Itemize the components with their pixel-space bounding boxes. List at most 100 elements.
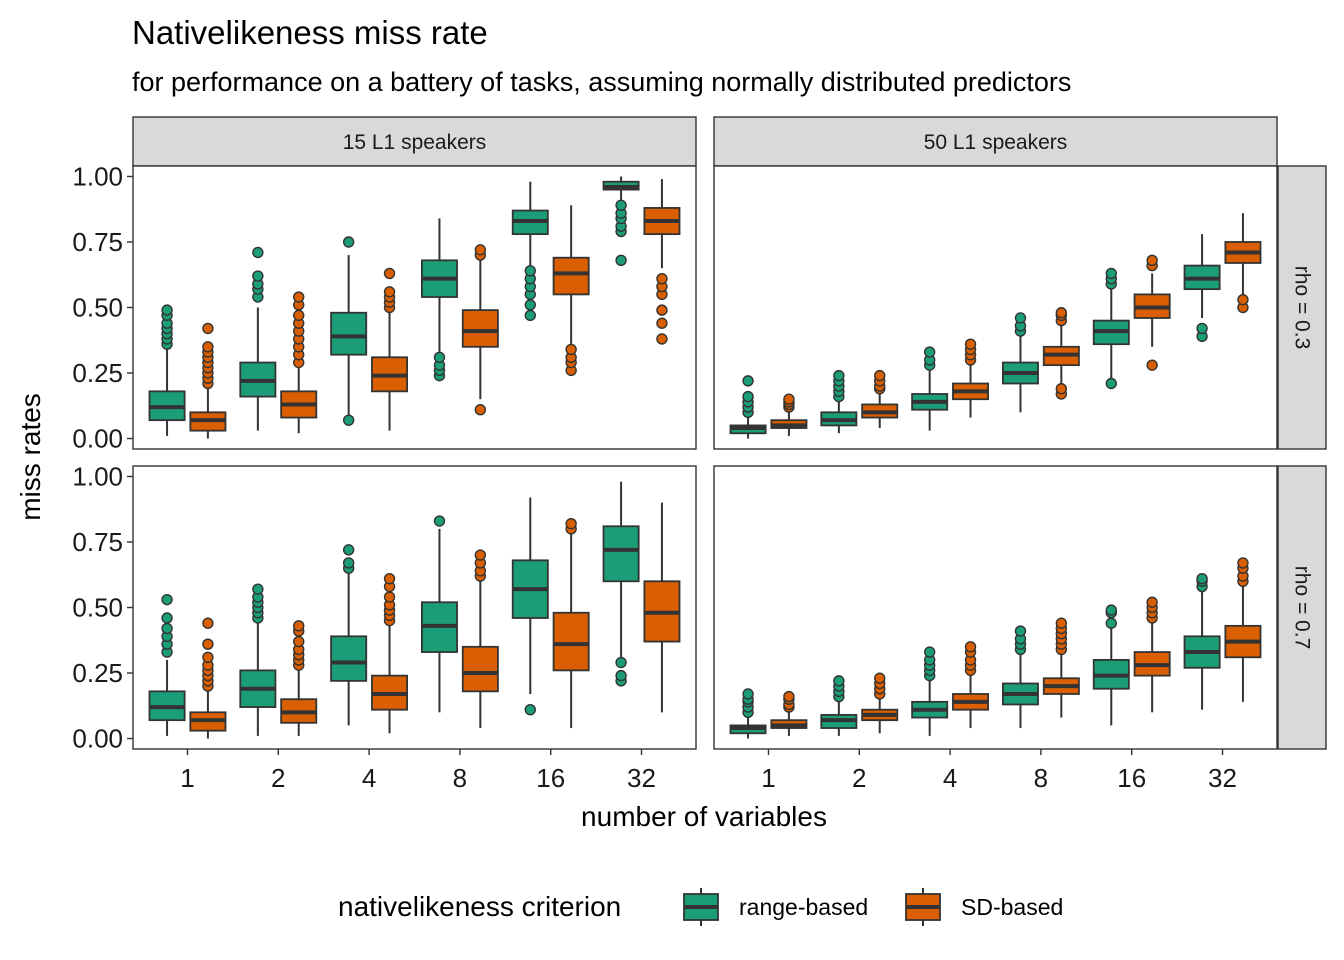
- box-range-based: [911, 646, 949, 736]
- box-range-based: [729, 375, 767, 439]
- box-SD-based: [371, 267, 408, 431]
- chart-subtitle: for performance on a battery of tasks, a…: [132, 67, 1071, 97]
- box-SD-based: [1224, 557, 1262, 702]
- panel-border: [713, 165, 1278, 450]
- facet-panel: 0.00 0.25 0.50 0.75 1.00: [72, 161, 697, 454]
- facet-panel: [713, 165, 1278, 450]
- outlier-point: [656, 317, 668, 329]
- outlier-point: [383, 572, 396, 585]
- outlier-point: [293, 291, 305, 303]
- outlier-point: [161, 612, 173, 624]
- outlier-point: [1196, 322, 1208, 335]
- outlier-point: [964, 641, 977, 653]
- outlier-point: [342, 557, 355, 569]
- outlier-point: [1237, 293, 1249, 306]
- box-range-based: [820, 369, 858, 434]
- row-strip: [1277, 465, 1327, 750]
- panel-border: [132, 465, 697, 750]
- outlier-point: [923, 346, 936, 358]
- outlier-point: [1146, 596, 1158, 608]
- box-range-based: [330, 236, 368, 426]
- outlier-point: [1105, 604, 1117, 616]
- box-SD-based: [1224, 213, 1262, 314]
- outlier-point: [433, 351, 446, 363]
- box-body: [330, 635, 368, 682]
- x-tick-label: 16: [1117, 763, 1146, 793]
- outlier-point: [252, 246, 264, 259]
- box-SD-based: [1133, 596, 1171, 713]
- panel-border: [132, 165, 697, 450]
- x-tick-label: 2: [852, 763, 866, 793]
- outlier-point: [1105, 617, 1117, 629]
- box-SD-based: [770, 690, 808, 736]
- box-range-based: [330, 544, 368, 726]
- box-SD-based: [1133, 254, 1171, 371]
- box-body: [461, 645, 499, 693]
- box-SD-based: [1042, 617, 1080, 718]
- outlier-point: [742, 390, 754, 403]
- facet-panel: 1 2 4 8 16 32: [713, 465, 1278, 793]
- legend-item: SD-based: [905, 888, 1063, 926]
- outlier-point: [565, 517, 577, 530]
- box-body: [552, 256, 590, 296]
- y-tick-label: 0.00: [72, 424, 123, 454]
- outlier-point: [1105, 377, 1117, 390]
- box-range-based: [148, 304, 186, 436]
- legend-item: range-based: [683, 888, 868, 926]
- panel-border: [713, 465, 1278, 750]
- box-range-based: [820, 675, 858, 736]
- y-tick-label: 0.25: [72, 658, 123, 688]
- outlier-point: [615, 656, 627, 669]
- outlier-point: [742, 375, 754, 387]
- box-body: [330, 311, 368, 356]
- y-tick-label: 0.50: [72, 293, 123, 323]
- legend: nativelikeness criterion range-based SD-b…: [338, 888, 1063, 926]
- outlier-point: [202, 341, 214, 353]
- column-strip: [713, 116, 1278, 167]
- box-range-based: [1183, 572, 1221, 710]
- box-range-based: [602, 176, 640, 267]
- box-range-based: [421, 218, 458, 382]
- outlier-point: [923, 646, 936, 658]
- outlier-point: [874, 369, 886, 382]
- box-SD-based: [770, 393, 808, 436]
- outlier-point: [1237, 557, 1249, 569]
- column-strip-label: 50 L1 speakers: [924, 131, 1068, 154]
- outlier-point: [293, 309, 305, 322]
- box-SD-based: [643, 502, 681, 713]
- box-SD-based: [861, 369, 899, 429]
- row-strip-label: rho = 0.3: [1291, 266, 1314, 349]
- outlier-point: [474, 403, 487, 416]
- outlier-point: [1014, 312, 1027, 324]
- x-tick-label: 4: [362, 763, 376, 793]
- row-strip-label: rho = 0.7: [1291, 566, 1314, 649]
- box-range-based: [421, 515, 458, 713]
- outlier-point: [565, 343, 577, 356]
- box-SD-based: [461, 549, 499, 729]
- outlier-point: [202, 617, 214, 629]
- x-tick-label: 1: [180, 763, 194, 793]
- box-SD-based: [280, 620, 318, 736]
- outlier-point: [1196, 572, 1208, 585]
- box-range-based: [1092, 267, 1130, 390]
- box-body: [552, 611, 590, 672]
- outlier-point: [202, 638, 214, 650]
- facet-panels: 15 L1 speakers 50 L1 speakers rho = 0.3 rho…: [72, 116, 1327, 793]
- box-SD-based: [189, 617, 227, 739]
- outlier-point: [964, 338, 977, 350]
- box-range-based: [1002, 312, 1039, 413]
- box-SD-based: [280, 291, 318, 434]
- box-SD-based: [552, 205, 590, 377]
- outlier-point: [524, 703, 536, 716]
- box-range-based: [511, 497, 549, 716]
- box-range-based: [511, 181, 549, 322]
- column-strip: [132, 116, 697, 167]
- outlier-point: [1014, 625, 1027, 637]
- outlier-point: [293, 620, 305, 632]
- outlier-point: [1146, 359, 1158, 371]
- box-SD-based: [371, 572, 408, 734]
- outlier-point: [342, 544, 355, 556]
- outlier-point: [383, 286, 396, 298]
- outlier-point: [783, 393, 795, 405]
